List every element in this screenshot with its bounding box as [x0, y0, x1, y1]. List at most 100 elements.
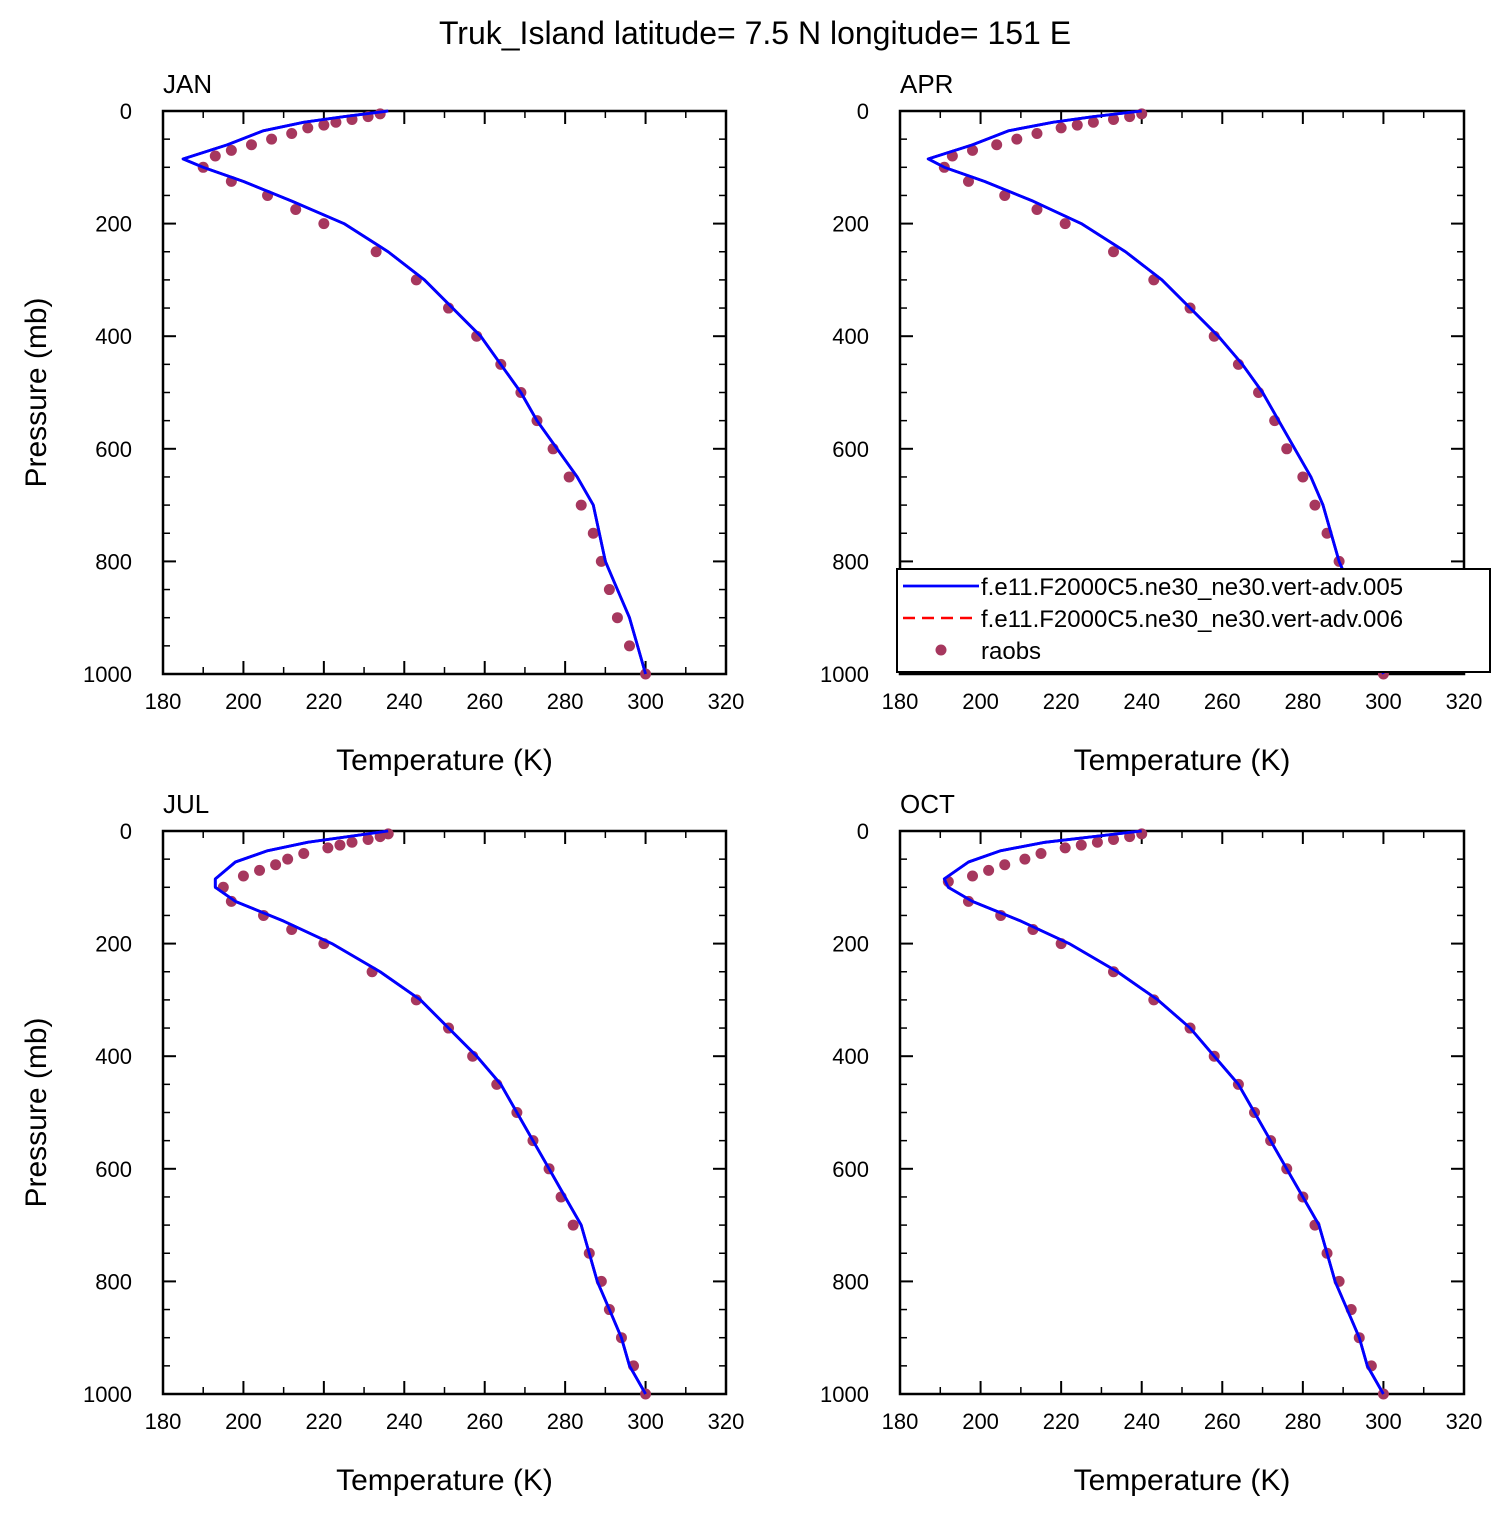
y-tick-label: 0 — [857, 819, 869, 844]
legend-swatch-raobs — [935, 644, 947, 656]
y-tick-label: 800 — [95, 549, 132, 574]
raobs-point — [225, 895, 237, 907]
raobs-point — [1075, 839, 1087, 851]
raobs-point — [290, 204, 302, 216]
raobs-point — [1297, 471, 1309, 483]
raobs-point — [209, 150, 221, 162]
x-tick-label: 280 — [1284, 689, 1321, 714]
raobs-point — [1148, 994, 1160, 1006]
raobs-point — [983, 864, 995, 876]
raobs-point — [302, 122, 314, 134]
raobs-point — [282, 853, 294, 865]
x-tick-label: 200 — [225, 1409, 262, 1434]
x-tick-label: 260 — [1204, 689, 1241, 714]
y-tick-label: 400 — [95, 324, 132, 349]
x-tick-label: 240 — [386, 1409, 423, 1434]
y-tick-label: 600 — [95, 1157, 132, 1182]
plot-frame — [898, 829, 1466, 1396]
legend-entry: f.e11.F2000C5.ne30_ne30.vert-adv.006 — [981, 606, 1403, 633]
x-tick-label: 280 — [547, 689, 584, 714]
raobs-point — [999, 189, 1011, 201]
x-tick-label: 300 — [1365, 689, 1402, 714]
legend: f.e11.F2000C5.ne30_ne30.vert-adv.005 f.e1… — [896, 568, 1491, 673]
raobs-point — [991, 139, 1003, 151]
x-axis-label: Temperature (K) — [1074, 1464, 1291, 1497]
y-tick-label: 200 — [832, 932, 869, 957]
y-tick-label: 600 — [832, 1157, 869, 1182]
raobs-point — [1108, 113, 1120, 125]
raobs-point — [298, 848, 310, 860]
x-tick-label: 220 — [305, 1409, 342, 1434]
x-tick-label: 240 — [1123, 1409, 1160, 1434]
model-006-line — [181, 109, 647, 675]
y-tick-label: 0 — [857, 99, 869, 124]
raobs-point — [1087, 116, 1099, 128]
x-tick-label: 300 — [627, 689, 664, 714]
y-tick-label: 400 — [832, 324, 869, 349]
x-tick-label: 240 — [1123, 689, 1160, 714]
legend-entry: f.e11.F2000C5.ne30_ne30.vert-adv.005 — [981, 574, 1403, 601]
raobs-point — [1309, 499, 1321, 511]
x-tick-label: 320 — [708, 689, 745, 714]
x-axis-label: Temperature (K) — [336, 744, 553, 777]
x-tick-label: 260 — [466, 1409, 503, 1434]
raobs-point — [563, 471, 575, 483]
plot-frame — [161, 109, 728, 676]
panel-title: JAN — [163, 69, 212, 99]
raobs-point — [370, 246, 382, 258]
raobs-point — [967, 144, 979, 156]
y-tick-label: 200 — [832, 212, 869, 237]
raobs-point — [611, 612, 623, 624]
model-005-line — [181, 109, 647, 675]
y-tick-label: 800 — [832, 1269, 869, 1294]
raobs-point — [254, 864, 266, 876]
legend-entry: raobs — [981, 638, 1041, 665]
panel-title: APR — [900, 69, 953, 99]
raobs-point — [567, 1219, 579, 1231]
x-tick-label: 180 — [882, 689, 919, 714]
x-tick-label: 180 — [882, 1409, 919, 1434]
raobs-point — [225, 144, 237, 156]
panel-oct: 180 200 220 240 260 280 300 320 0 200 400 600 800 100… — [820, 789, 1482, 1497]
y-tick-label: 200 — [95, 212, 132, 237]
legend-box — [896, 568, 1491, 673]
raobs-point — [1091, 836, 1103, 848]
y-tick-label: 400 — [832, 1044, 869, 1069]
raobs-point — [1031, 204, 1043, 216]
model-005-line-overlay — [213, 829, 647, 1395]
panel-title: OCT — [900, 789, 955, 819]
x-tick-label: 300 — [627, 1409, 664, 1434]
raobs-point — [1031, 128, 1043, 140]
y-tick-label: 200 — [95, 932, 132, 957]
model-005-line-overlay — [926, 109, 1385, 675]
y-tick-label: 800 — [832, 549, 869, 574]
raobs-point — [266, 133, 278, 145]
raobs-point — [1108, 246, 1120, 258]
raobs-point — [362, 833, 374, 845]
raobs-point — [1059, 218, 1071, 230]
raobs-point — [575, 499, 587, 511]
x-axis-label: Temperature (K) — [336, 1464, 553, 1497]
model-006-line — [214, 829, 647, 1395]
x-tick-label: 240 — [386, 689, 423, 714]
x-tick-label: 180 — [145, 1409, 182, 1434]
figure-title: Truk_Island latitude= 7.5 N longitude= 1… — [439, 15, 1071, 51]
x-tick-label: 180 — [145, 689, 182, 714]
raobs-point — [999, 859, 1011, 871]
x-tick-label: 200 — [962, 689, 999, 714]
raobs-point — [410, 994, 422, 1006]
model-005-line-overlay — [181, 109, 647, 675]
raobs-point — [1136, 828, 1148, 840]
raobs-point — [1035, 848, 1047, 860]
x-tick-label: 220 — [1043, 689, 1080, 714]
x-tick-label: 320 — [1446, 1409, 1483, 1434]
raobs-point — [245, 139, 257, 151]
raobs-point — [1136, 108, 1148, 120]
y-tick-label: 800 — [95, 1269, 132, 1294]
x-tick-label: 320 — [1446, 689, 1483, 714]
y-tick-label: 400 — [95, 1044, 132, 1069]
y-tick-label: 1000 — [820, 662, 869, 687]
x-tick-label: 200 — [225, 689, 262, 714]
panel-title: JUL — [163, 789, 209, 819]
